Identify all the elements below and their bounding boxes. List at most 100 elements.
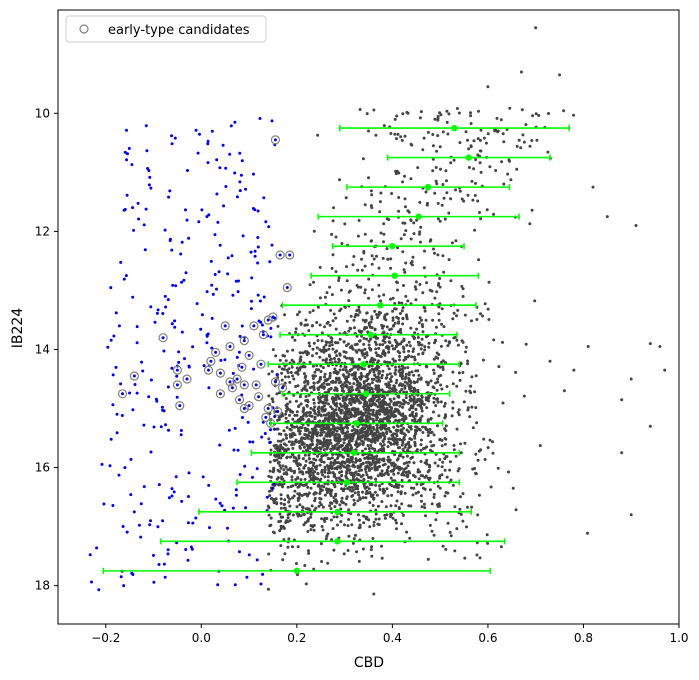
- data-point-gray: [328, 438, 332, 442]
- data-point-gray: [417, 397, 421, 401]
- data-point-gray: [296, 499, 300, 502]
- data-point-gray: [385, 487, 389, 491]
- data-point-gray: [290, 478, 294, 482]
- data-point-gray: [345, 384, 349, 388]
- data-point-gray: [479, 170, 483, 174]
- median-point: [293, 567, 301, 575]
- data-point-gray: [362, 342, 366, 346]
- data-point-gray: [481, 358, 485, 362]
- data-point-gray: [420, 409, 424, 413]
- data-point-gray: [323, 404, 326, 408]
- data-point-gray: [298, 310, 301, 314]
- data-point-gray: [418, 230, 422, 234]
- data-point-gray: [383, 340, 387, 344]
- data-point-gray: [360, 268, 364, 272]
- data-point-gray: [425, 458, 429, 462]
- data-point-gray: [395, 466, 399, 470]
- data-point-gray: [373, 309, 377, 313]
- data-point-gray: [402, 284, 405, 287]
- data-point-gray: [344, 196, 348, 200]
- data-point-gray: [398, 312, 402, 315]
- data-point-gray: [350, 346, 354, 350]
- data-point-gray: [340, 496, 344, 500]
- data-point-gray: [363, 399, 367, 403]
- data-point-gray: [321, 454, 325, 457]
- data-point-gray: [381, 326, 384, 330]
- data-point-blue: [233, 120, 237, 124]
- data-point-blue: [162, 409, 166, 413]
- data-point-gray: [364, 515, 368, 519]
- data-point-gray: [426, 418, 430, 422]
- data-point-gray: [349, 447, 353, 451]
- data-point-gray: [348, 439, 352, 442]
- data-point-gray: [301, 351, 305, 355]
- data-point-blue: [111, 403, 115, 407]
- data-point-gray: [289, 428, 293, 432]
- data-point-gray: [292, 455, 296, 459]
- data-point-gray: [320, 383, 324, 387]
- data-point-gray: [413, 336, 416, 340]
- data-point-gray: [358, 442, 362, 446]
- data-point-gray: [333, 433, 337, 437]
- data-point-gray: [278, 512, 282, 516]
- data-point-gray: [382, 491, 386, 495]
- data-point-gray: [435, 388, 439, 392]
- data-point-gray: [324, 537, 328, 541]
- data-point-gray: [311, 347, 315, 351]
- data-point-gray: [446, 132, 450, 136]
- data-point-gray: [475, 553, 479, 557]
- candidate-circle: [239, 403, 249, 414]
- candidate-dot: [285, 286, 289, 289]
- data-point-blue: [218, 243, 222, 247]
- data-point-gray: [312, 388, 316, 392]
- data-point-blue: [126, 152, 129, 156]
- data-point-gray: [324, 348, 328, 352]
- data-point-gray: [319, 364, 323, 368]
- data-point-gray: [373, 340, 377, 344]
- data-point-gray: [313, 499, 317, 503]
- data-point-gray: [444, 169, 448, 173]
- data-point-gray: [280, 378, 284, 382]
- data-point-gray: [395, 114, 399, 118]
- data-point-gray: [443, 494, 447, 498]
- data-point-gray: [307, 549, 310, 553]
- data-point-gray: [310, 414, 314, 418]
- data-point-gray: [384, 505, 388, 509]
- data-point-gray: [328, 434, 332, 438]
- data-point-gray: [323, 475, 327, 479]
- data-point-gray: [449, 478, 453, 482]
- data-point-gray: [333, 403, 337, 407]
- data-point-gray: [344, 425, 348, 429]
- data-point-gray: [378, 487, 382, 491]
- data-point-gray: [402, 390, 406, 394]
- data-point-gray: [347, 329, 351, 333]
- data-point-gray: [366, 412, 370, 416]
- data-point-gray: [298, 492, 302, 496]
- data-point-gray: [288, 504, 292, 508]
- data-point-gray: [438, 111, 442, 115]
- data-point-gray: [375, 468, 379, 472]
- data-point-gray: [364, 384, 368, 388]
- data-point-gray: [430, 502, 434, 506]
- data-point-gray: [318, 265, 322, 269]
- data-point-gray: [412, 397, 416, 401]
- data-point-gray: [363, 203, 367, 207]
- data-point-gray: [316, 454, 319, 458]
- data-point-gray: [393, 321, 397, 325]
- data-point-gray: [433, 341, 436, 345]
- data-point-gray: [320, 331, 324, 335]
- data-point-gray: [385, 383, 389, 387]
- data-point-gray: [304, 582, 308, 586]
- data-point-gray: [442, 196, 446, 200]
- data-point-gray: [463, 441, 467, 445]
- data-point-gray: [366, 457, 370, 461]
- data-point-gray: [425, 203, 429, 207]
- data-point-gray: [366, 455, 370, 459]
- data-point-gray: [440, 387, 444, 391]
- data-point-gray: [424, 318, 428, 322]
- data-point-gray: [443, 457, 447, 461]
- data-point-gray: [330, 293, 334, 297]
- data-point-gray: [391, 414, 394, 418]
